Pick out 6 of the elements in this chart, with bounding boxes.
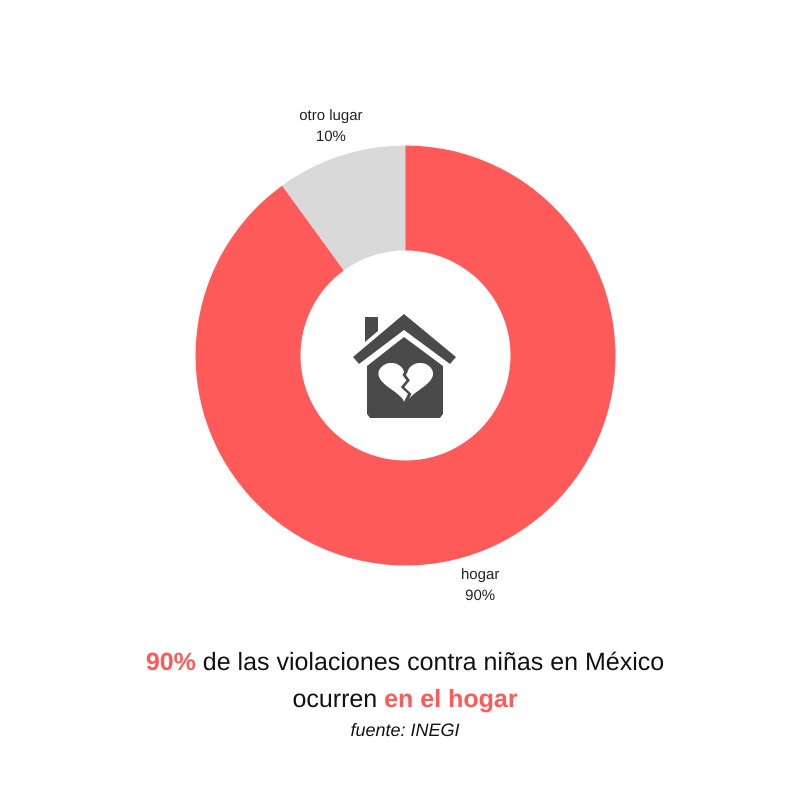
text: 90% de las violaciones contra niñas en México ocurren en el hogar: [144, 647, 666, 715]
slice-label: otro lugar: [299, 106, 363, 124]
data-label: 90%: [465, 587, 496, 604]
source-note: fuente: INEGI: [349, 719, 461, 742]
data-label: 10%: [316, 128, 346, 145]
slice-label: hogar: [460, 566, 500, 584]
